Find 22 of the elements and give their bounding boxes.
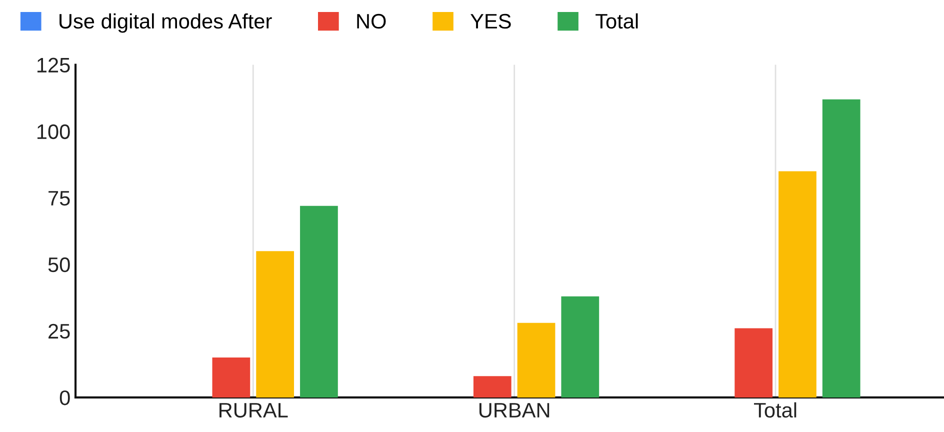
legend-label: YES bbox=[470, 14, 511, 29]
y-tick-label: 125 bbox=[37, 58, 70, 73]
x-tick-label: URBAN bbox=[479, 403, 550, 418]
y-tick-label: 75 bbox=[48, 191, 70, 206]
legend-label: NO bbox=[357, 14, 386, 29]
bar bbox=[822, 99, 860, 398]
bar bbox=[561, 296, 600, 398]
bar bbox=[256, 251, 294, 398]
x-tick-label: Total bbox=[754, 402, 796, 418]
bar bbox=[473, 376, 512, 398]
y-tick-label: 0 bbox=[60, 390, 70, 406]
bar bbox=[212, 358, 250, 398]
bar bbox=[734, 328, 773, 398]
y-tick-label: 100 bbox=[37, 124, 70, 140]
bar bbox=[300, 206, 338, 398]
y-tick-label: 25 bbox=[48, 324, 70, 339]
bar bbox=[517, 322, 556, 398]
y-tick-label: 50 bbox=[48, 257, 70, 272]
legend-label: Use digital modes After bbox=[60, 13, 272, 33]
bar bbox=[778, 171, 816, 398]
legend-label: Total bbox=[596, 13, 638, 29]
x-tick-label: RURAL bbox=[220, 403, 288, 418]
